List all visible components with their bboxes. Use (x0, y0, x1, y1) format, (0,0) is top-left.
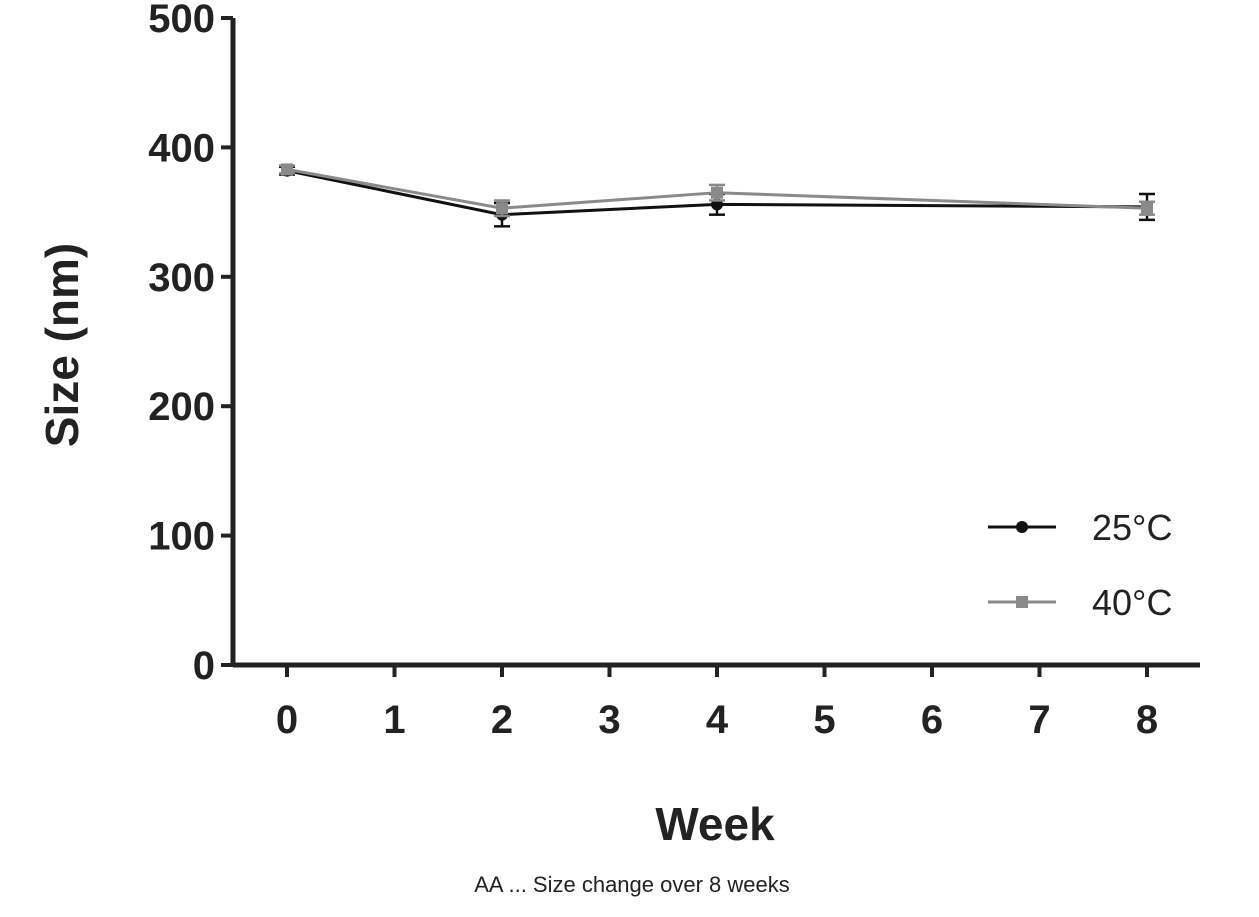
x-tick-label: 5 (813, 698, 835, 742)
legend-marker (1016, 521, 1028, 533)
x-tick-label: 8 (1136, 698, 1158, 742)
data-point (1141, 202, 1153, 215)
data-point (281, 163, 293, 176)
x-axis-title: Week (655, 798, 775, 850)
y-axis: 0 100 200 300 400 500 (148, 0, 236, 688)
series-line (286, 167, 1148, 210)
legend-marker (1016, 596, 1028, 608)
x-tick-label: 1 (383, 698, 405, 742)
x-tick-label: 2 (491, 698, 513, 742)
figure-caption: AA ... Size change over 8 weeks (474, 872, 790, 897)
legend-item: 40°C (988, 582, 1172, 623)
y-tick-label: 100 (148, 515, 215, 559)
y-tick-label: 300 (148, 256, 215, 300)
y-tick-label: 400 (148, 126, 215, 170)
y-tick-label: 0 (193, 644, 215, 688)
y-axis-title: Size (nm) (36, 243, 88, 447)
legend-label: 40°C (1092, 582, 1172, 623)
data-point (711, 186, 723, 199)
x-tick-label: 4 (706, 698, 729, 742)
series-line (286, 169, 1148, 217)
legend: 25°C 40°C (988, 507, 1172, 623)
series-layer (279, 163, 1155, 228)
x-axis: 0 1 2 3 4 5 6 7 8 (233, 662, 1200, 742)
legend-label: 25°C (1092, 507, 1172, 548)
x-tick-label: 7 (1028, 698, 1050, 742)
series-2 (279, 163, 1155, 218)
y-tick-label: 500 (148, 0, 215, 41)
x-tick-label: 6 (921, 698, 943, 742)
y-tick-label: 200 (148, 385, 215, 429)
x-tick-label: 0 (276, 698, 298, 742)
x-tick-label: 3 (598, 698, 620, 742)
data-point (496, 202, 508, 215)
legend-item: 25°C (988, 507, 1172, 548)
